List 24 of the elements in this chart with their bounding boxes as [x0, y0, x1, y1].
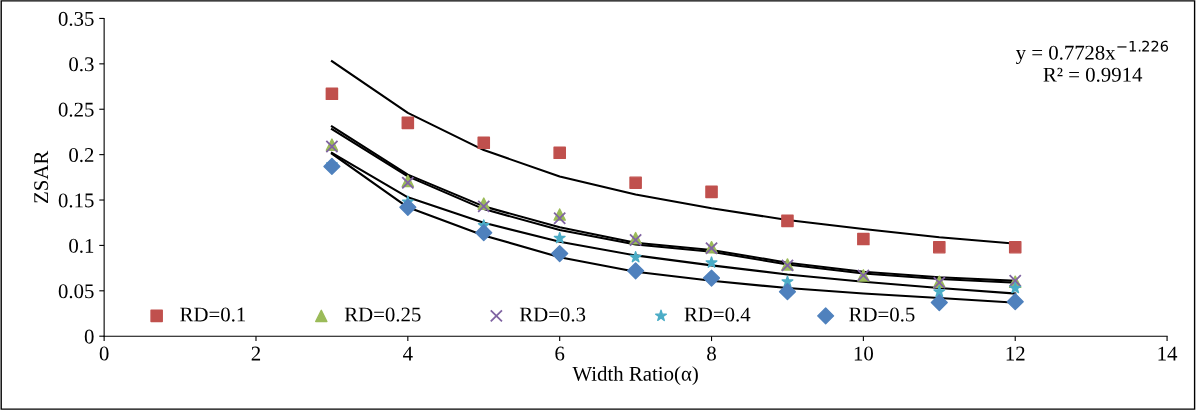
- x-tick-label: 0: [99, 346, 109, 361]
- x-tick-label: 10: [854, 346, 873, 361]
- y-tick-label: 0.1: [69, 238, 94, 253]
- legend-label: RD=0.1: [180, 307, 246, 322]
- legend-label: RD=0.25: [344, 307, 421, 322]
- x-tick-label: 2: [251, 346, 261, 361]
- y-axis-title: ZSAR: [34, 150, 49, 203]
- y-tick-label: 0.25: [58, 102, 94, 117]
- y-tick-label: 0.3: [69, 57, 94, 72]
- legend-label: RD=0.5: [849, 307, 915, 322]
- y-tick-label: 0.35: [58, 11, 94, 26]
- annotation: y = 0.7728x$^{−1.226}$ R² = 0.9914: [1015, 40, 1169, 82]
- legend-label: RD=0.4: [684, 307, 751, 322]
- x-tick-label: 12: [1006, 346, 1025, 361]
- x-axis-title: Width Ratio(α): [572, 366, 698, 386]
- y-tick-label: 0.2: [69, 148, 94, 163]
- x-tick-label: 6: [555, 346, 565, 361]
- y-tick-label: 0: [84, 329, 94, 344]
- x-tick-label: 8: [707, 346, 716, 361]
- y-tick-label: 0.05: [58, 284, 94, 299]
- legend-label: RD=0.3: [519, 307, 586, 322]
- y-tick-label: 0.15: [58, 193, 94, 208]
- x-tick-label: 4: [403, 346, 413, 361]
- x-tick-label: 14: [1158, 346, 1178, 361]
